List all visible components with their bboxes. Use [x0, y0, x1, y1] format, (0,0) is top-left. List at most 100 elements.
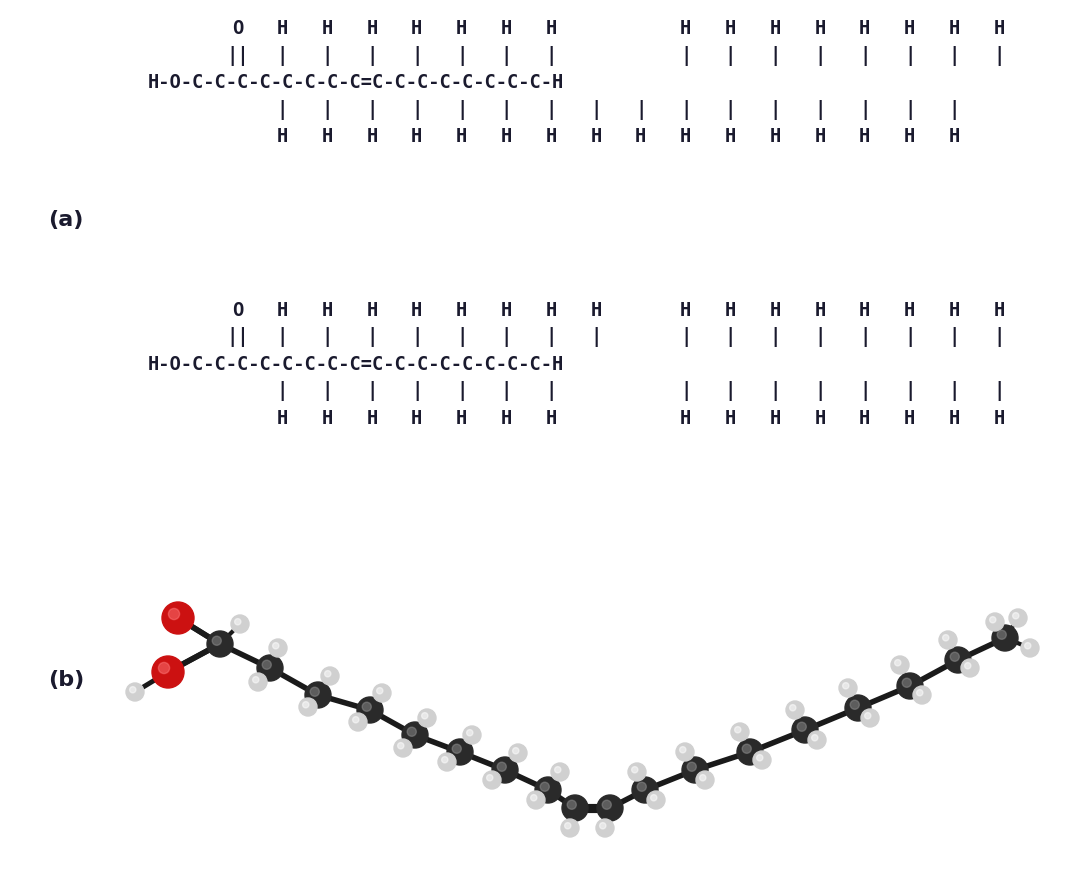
Text: H: H: [725, 20, 736, 38]
Text: H: H: [949, 409, 960, 427]
Text: H: H: [904, 128, 915, 147]
Circle shape: [527, 791, 545, 809]
Circle shape: [843, 683, 849, 689]
Circle shape: [357, 697, 383, 723]
Text: H: H: [993, 300, 1005, 319]
Text: H: H: [770, 409, 780, 427]
Text: H: H: [770, 128, 780, 147]
Text: |: |: [456, 327, 468, 347]
Circle shape: [273, 643, 278, 649]
Circle shape: [864, 713, 871, 719]
Circle shape: [325, 670, 331, 677]
Circle shape: [564, 822, 571, 829]
Circle shape: [757, 755, 763, 761]
Circle shape: [679, 746, 686, 753]
Text: |: |: [859, 100, 871, 120]
Circle shape: [253, 677, 259, 683]
Circle shape: [130, 687, 135, 693]
Text: |: |: [501, 100, 512, 120]
Circle shape: [492, 757, 518, 783]
Circle shape: [682, 757, 708, 783]
Text: |: |: [949, 100, 960, 120]
Circle shape: [861, 709, 879, 727]
Circle shape: [421, 713, 428, 719]
Circle shape: [786, 701, 804, 719]
Text: H: H: [367, 409, 377, 427]
Circle shape: [602, 800, 612, 809]
Text: H: H: [276, 128, 288, 147]
Text: |: |: [680, 381, 691, 401]
Circle shape: [628, 763, 646, 781]
Circle shape: [945, 647, 971, 673]
Text: H: H: [546, 300, 557, 319]
Text: H: H: [546, 128, 557, 147]
Text: H: H: [635, 128, 646, 147]
Text: H: H: [276, 409, 288, 427]
Circle shape: [998, 630, 1006, 639]
Text: H: H: [276, 20, 288, 38]
Circle shape: [302, 702, 309, 708]
Text: |: |: [770, 327, 780, 347]
Text: |: |: [411, 381, 422, 401]
Text: H: H: [859, 300, 871, 319]
Text: |: |: [859, 46, 871, 66]
Circle shape: [850, 700, 859, 709]
Text: |: |: [725, 100, 736, 120]
Text: H: H: [904, 409, 915, 427]
Text: H: H: [590, 300, 602, 319]
Text: |: |: [815, 100, 826, 120]
Circle shape: [894, 660, 901, 666]
Text: |: |: [904, 100, 915, 120]
Circle shape: [752, 751, 771, 769]
Circle shape: [798, 722, 806, 731]
Circle shape: [992, 625, 1018, 651]
Circle shape: [961, 659, 979, 677]
Circle shape: [700, 774, 706, 780]
Circle shape: [838, 679, 857, 697]
Circle shape: [696, 771, 714, 789]
Circle shape: [231, 615, 249, 633]
Text: |: |: [949, 327, 960, 347]
Circle shape: [845, 695, 871, 721]
Circle shape: [126, 683, 144, 701]
Text: |: |: [815, 46, 826, 66]
Text: |: |: [276, 100, 288, 120]
Circle shape: [632, 777, 658, 803]
Circle shape: [418, 709, 436, 727]
Text: |: |: [546, 46, 557, 66]
Text: |: |: [949, 381, 960, 401]
Text: |: |: [367, 381, 377, 401]
Circle shape: [234, 619, 241, 625]
Text: |: |: [859, 327, 871, 347]
Circle shape: [483, 771, 501, 789]
Circle shape: [262, 660, 271, 670]
Text: |: |: [367, 100, 377, 120]
Text: ||: ||: [227, 327, 248, 347]
Text: |: |: [456, 381, 468, 401]
Text: H: H: [456, 300, 468, 319]
Text: H: H: [949, 128, 960, 147]
Circle shape: [402, 722, 428, 748]
Circle shape: [737, 739, 763, 765]
Circle shape: [447, 739, 473, 765]
Text: H: H: [321, 300, 333, 319]
Text: H: H: [367, 300, 377, 319]
Text: H: H: [815, 409, 826, 427]
Text: H: H: [276, 300, 288, 319]
Text: H: H: [590, 128, 602, 147]
Text: |: |: [411, 327, 422, 347]
Circle shape: [734, 727, 741, 733]
Circle shape: [964, 662, 971, 669]
Circle shape: [438, 753, 456, 771]
Circle shape: [1013, 612, 1019, 619]
Circle shape: [1024, 643, 1031, 649]
Text: H: H: [859, 20, 871, 38]
Circle shape: [353, 717, 359, 723]
Text: |: |: [904, 327, 915, 347]
Text: H: H: [725, 128, 736, 147]
Text: |: |: [993, 46, 1005, 66]
Text: |: |: [276, 327, 288, 347]
Text: |: |: [501, 327, 512, 347]
Text: |: |: [456, 100, 468, 120]
Circle shape: [513, 747, 519, 754]
